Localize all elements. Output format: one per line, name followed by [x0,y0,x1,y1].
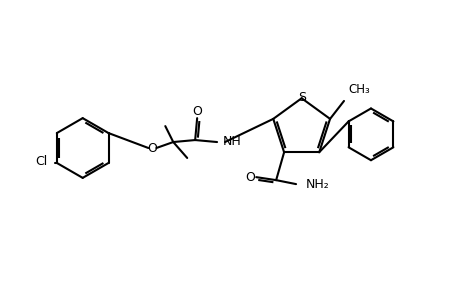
Text: CH₃: CH₃ [347,83,369,96]
Text: S: S [297,91,305,104]
Text: NH: NH [223,134,241,148]
Text: O: O [245,171,255,184]
Text: NH₂: NH₂ [305,178,329,190]
Text: Cl: Cl [35,155,48,168]
Text: O: O [147,142,157,154]
Text: O: O [192,105,202,118]
